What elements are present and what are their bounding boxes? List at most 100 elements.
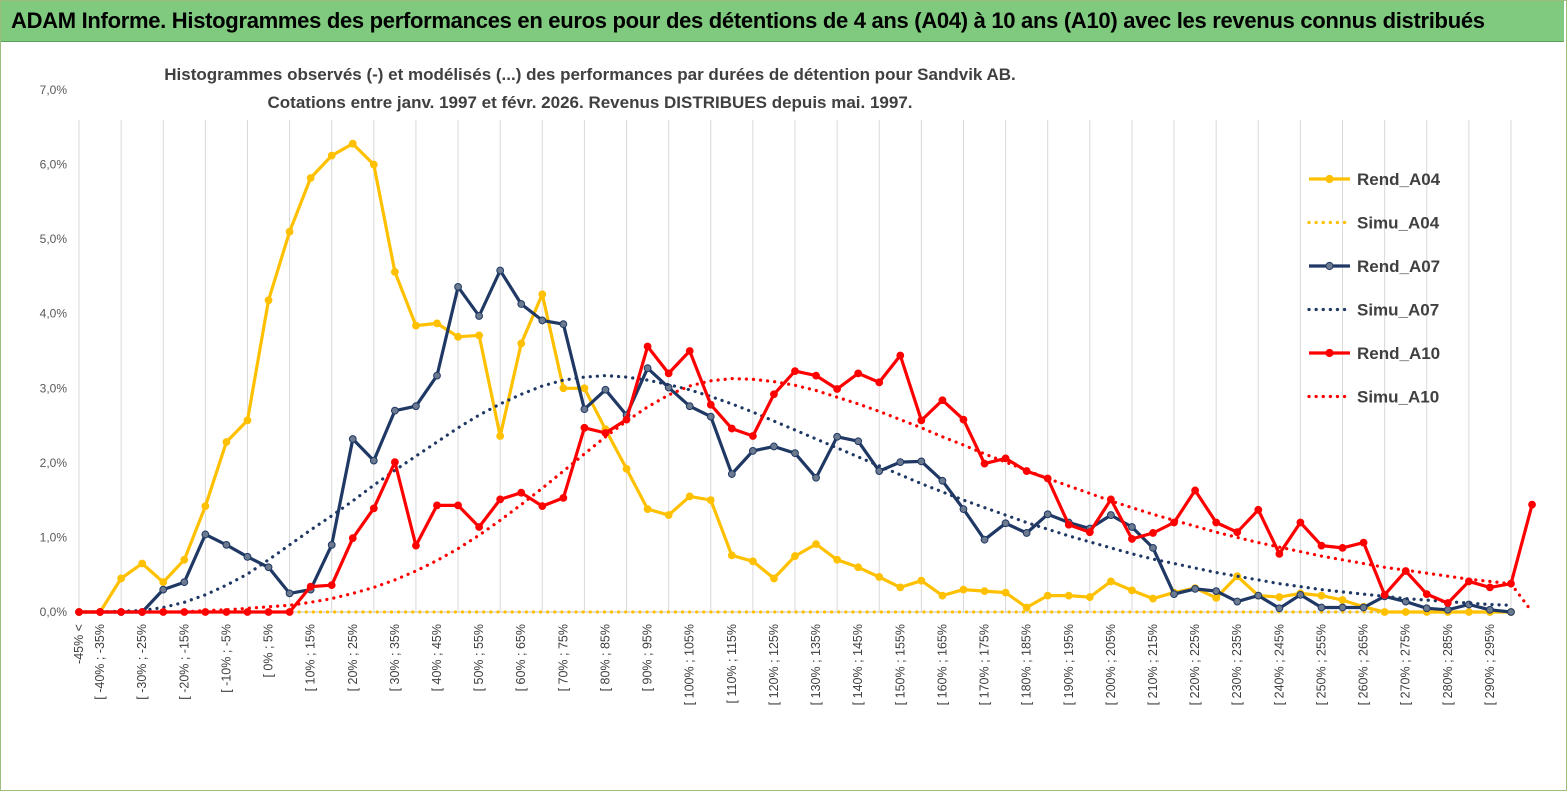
data-point-rend-a10 bbox=[1191, 486, 1200, 495]
data-point-rend-a10 bbox=[917, 416, 926, 425]
legend-label-rend-a04: Rend_A04 bbox=[1357, 170, 1441, 189]
data-point-rend-a07 bbox=[433, 371, 441, 380]
data-point-rend-a04 bbox=[475, 331, 484, 340]
data-point-rend-a07 bbox=[517, 300, 526, 308]
data-point-rend-a04 bbox=[454, 332, 462, 341]
data-point-rend-a07 bbox=[1170, 590, 1178, 599]
data-point-rend-a10 bbox=[369, 504, 378, 513]
data-point-rend-a10 bbox=[833, 385, 842, 393]
series-line-rend-a10 bbox=[79, 344, 1534, 614]
data-point-rend-a10 bbox=[1254, 505, 1263, 514]
legend-label-rend-a07: Rend_A07 bbox=[1357, 257, 1440, 276]
data-point-rend-a07 bbox=[917, 457, 926, 466]
x-tick-label: [ 10% ; 15% bbox=[304, 624, 318, 691]
data-point-rend-a07 bbox=[180, 578, 189, 587]
data-point-rend-a07 bbox=[243, 552, 252, 561]
data-point-rend-a07 bbox=[748, 447, 757, 455]
data-point-rend-a07 bbox=[727, 470, 736, 478]
legend-marker-rend-a07 bbox=[1325, 261, 1334, 271]
data-point-rend-a10 bbox=[791, 367, 799, 376]
data-point-rend-a04 bbox=[959, 585, 968, 594]
data-point-rend-a04 bbox=[1022, 603, 1031, 612]
data-point-rend-a07 bbox=[390, 406, 399, 415]
data-point-rend-a07 bbox=[1317, 603, 1326, 612]
data-point-rend-a07 bbox=[1507, 608, 1515, 616]
x-tick-label: [ 90% ; 95% bbox=[641, 624, 655, 691]
data-point-rend-a10 bbox=[1486, 583, 1494, 592]
data-point-rend-a07 bbox=[980, 535, 989, 544]
data-point-rend-a04 bbox=[390, 268, 399, 276]
series-line-simu-a10 bbox=[77, 377, 1534, 614]
x-tick-label: [ 100% ; 105% bbox=[683, 624, 697, 705]
data-point-rend-a10 bbox=[1443, 599, 1452, 607]
y-tick-label: 3,0% bbox=[40, 381, 68, 395]
data-point-rend-a10 bbox=[348, 534, 357, 543]
legend-marker-rend-a10 bbox=[1325, 348, 1334, 358]
x-tick-label: [ 250% ; 255% bbox=[1314, 624, 1328, 705]
data-point-rend-a07 bbox=[959, 505, 968, 513]
x-tick-label: [ 170% ; 175% bbox=[978, 624, 992, 705]
x-tick-label: [ 210% ; 215% bbox=[1146, 624, 1160, 705]
y-tick-label: 4,0% bbox=[40, 307, 68, 321]
data-point-rend-a07 bbox=[1043, 510, 1052, 519]
data-point-rend-a04 bbox=[285, 227, 294, 236]
x-tick-label: [ 130% ; 135% bbox=[809, 624, 823, 705]
y-tick-label: 5,0% bbox=[40, 232, 68, 246]
data-point-rend-a04 bbox=[412, 321, 420, 330]
data-point-rend-a04 bbox=[706, 496, 715, 505]
data-point-rend-a07 bbox=[1443, 605, 1452, 614]
data-point-rend-a07 bbox=[348, 435, 357, 443]
data-point-rend-a07 bbox=[264, 563, 273, 572]
data-point-rend-a10 bbox=[1380, 590, 1389, 599]
x-tick-label: [ -10% ; -5% bbox=[219, 624, 233, 693]
data-point-rend-a04 bbox=[580, 384, 589, 393]
data-point-rend-a07 bbox=[1296, 590, 1305, 599]
data-point-rend-a10 bbox=[1359, 538, 1368, 547]
data-point-rend-a10 bbox=[770, 390, 778, 399]
data-point-rend-a04 bbox=[243, 416, 252, 425]
data-point-rend-a10 bbox=[475, 523, 484, 531]
data-point-rend-a10 bbox=[854, 369, 863, 378]
x-tick-label: [ 160% ; 165% bbox=[935, 624, 949, 705]
data-point-rend-a07 bbox=[538, 316, 547, 325]
data-point-rend-a07 bbox=[475, 312, 484, 320]
data-point-rend-a04 bbox=[117, 574, 126, 583]
data-point-rend-a10 bbox=[938, 396, 947, 405]
data-point-rend-a10 bbox=[1422, 590, 1431, 599]
x-axis: -45% < [ -40% ; -35% [ -30% ; -25% [ -20% ;… bbox=[72, 611, 1511, 705]
data-point-rend-a07 bbox=[812, 473, 820, 482]
data-point-rend-a10 bbox=[1338, 543, 1347, 552]
data-point-rend-a10 bbox=[664, 369, 673, 378]
data-point-rend-a07 bbox=[770, 442, 778, 451]
data-point-rend-a04 bbox=[1128, 586, 1136, 595]
data-point-rend-a07 bbox=[159, 585, 168, 594]
data-point-rend-a07 bbox=[285, 589, 294, 598]
x-tick-label: [ 190% ; 195% bbox=[1062, 624, 1076, 705]
data-point-rend-a04 bbox=[685, 492, 694, 501]
data-point-rend-a07 bbox=[580, 405, 589, 414]
data-point-rend-a04 bbox=[517, 339, 526, 348]
data-point-rend-a10 bbox=[896, 351, 905, 360]
data-point-rend-a10 bbox=[1064, 520, 1073, 529]
data-point-rend-a10 bbox=[685, 347, 694, 355]
report-title: ADAM Informe. Histogrammes des performan… bbox=[11, 8, 1485, 33]
data-point-rend-a07 bbox=[1359, 603, 1368, 612]
data-point-rend-a04 bbox=[369, 160, 378, 169]
data-point-rend-a10 bbox=[496, 495, 505, 504]
data-point-rend-a04 bbox=[1001, 588, 1010, 597]
data-point-rend-a04 bbox=[727, 551, 736, 560]
data-point-rend-a10 bbox=[517, 488, 526, 497]
data-point-rend-a04 bbox=[917, 576, 926, 585]
data-point-rend-a04 bbox=[1085, 593, 1094, 601]
data-point-rend-a10 bbox=[433, 501, 441, 510]
data-point-rend-a07 bbox=[1486, 605, 1494, 614]
data-point-rend-a10 bbox=[412, 541, 420, 550]
chart-title-line1: Histogrammes observés (-) et modélisés (… bbox=[164, 65, 1016, 84]
data-point-rend-a07 bbox=[854, 437, 863, 446]
data-point-rend-a10 bbox=[1528, 500, 1536, 509]
data-point-rend-a10 bbox=[875, 378, 884, 387]
y-axis: 0,0% 1,0% 2,0% 3,0% 4,0% 5,0% 6,0% 7,0% bbox=[40, 83, 68, 619]
data-point-rend-a07 bbox=[327, 540, 336, 549]
x-tick-label: -45% < bbox=[72, 624, 86, 664]
